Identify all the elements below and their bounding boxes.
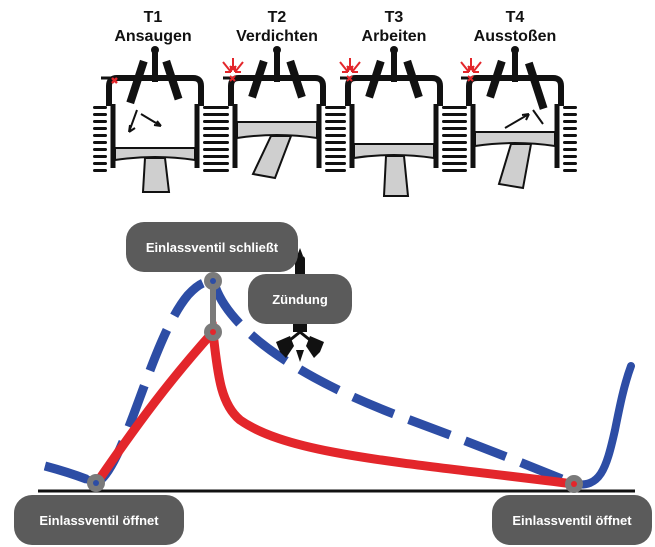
stroke-t4-name: Ausstoßen	[474, 28, 557, 45]
stroke-t1-name: Ansaugen	[114, 28, 191, 45]
stroke-t3-name: Arbeiten	[362, 28, 427, 45]
marker-left	[87, 474, 105, 492]
svg-text:Einlassventil öffnet: Einlassventil öffnet	[512, 513, 632, 528]
callout-intake-opens-left: Einlassventil öffnet	[14, 495, 184, 545]
stroke-labels: T1 Ansaugen T2 Verdichten T3 Arbeiten T4…	[114, 9, 556, 45]
stroke-t1-number: T1	[144, 9, 163, 26]
stroke-t4-number: T4	[506, 9, 525, 26]
marker-top	[204, 272, 222, 290]
marker-right	[565, 475, 583, 493]
stroke-t2-number: T2	[268, 9, 287, 26]
engine-t4-icon	[453, 46, 577, 190]
engine-t3-icon	[332, 46, 456, 197]
callout-intake-closes: Einlassventil schließt	[126, 222, 298, 272]
marker-peak	[204, 323, 222, 341]
stroke-t3-number: T3	[385, 9, 404, 26]
engine-t1-icon	[93, 46, 217, 193]
engine-t2-icon	[215, 46, 339, 180]
stroke-t2-name: Verdichten	[236, 28, 318, 45]
svg-text:Einlassventil öffnet: Einlassventil öffnet	[39, 513, 159, 528]
spark-icon	[276, 336, 324, 362]
callout-intake-opens-right: Einlassventil öffnet	[492, 495, 652, 545]
red-curve	[91, 321, 579, 489]
svg-text:Zündung: Zündung	[272, 292, 328, 307]
callout-ignition: Zündung	[248, 274, 352, 324]
svg-text:Einlassventil schließt: Einlassventil schließt	[146, 240, 279, 255]
blue-solid-curve	[570, 362, 635, 489]
